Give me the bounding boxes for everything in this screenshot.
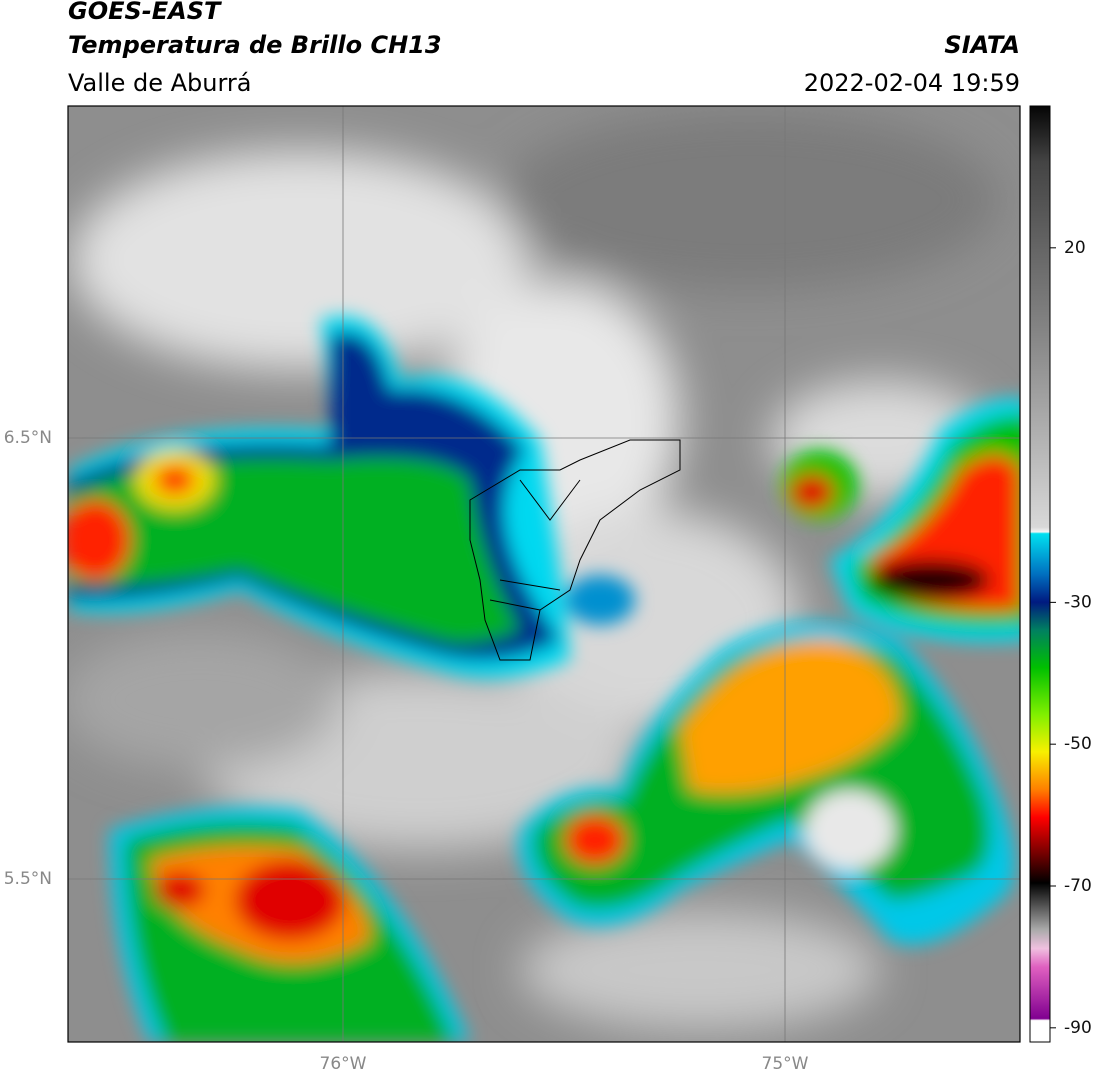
- subtitle: Temperatura de Brillo CH13: [68, 31, 442, 59]
- lat-label: 6.5°N: [4, 428, 52, 448]
- colorbar-tick-label: 20: [1064, 238, 1086, 258]
- colorbar-tick-label: -30: [1064, 592, 1092, 612]
- lat-label: 5.5°N: [4, 869, 52, 889]
- map-frame: [67, 105, 1021, 1043]
- colorbar-tick-label: -90: [1064, 1018, 1092, 1038]
- datetime: 2022-02-04 19:59: [804, 69, 1020, 97]
- colorbar-tick-label: -70: [1064, 876, 1092, 896]
- satellite-image: [68, 106, 1020, 1042]
- region: Valle de Aburrá: [68, 69, 252, 97]
- colorbar: [1029, 105, 1051, 1043]
- lon-label: 76°W: [320, 1054, 367, 1074]
- lon-label: 75°W: [762, 1054, 809, 1074]
- title: GOES-EAST: [68, 0, 222, 25]
- source: SIATA: [944, 31, 1020, 59]
- colorbar-tick-label: -50: [1064, 734, 1092, 754]
